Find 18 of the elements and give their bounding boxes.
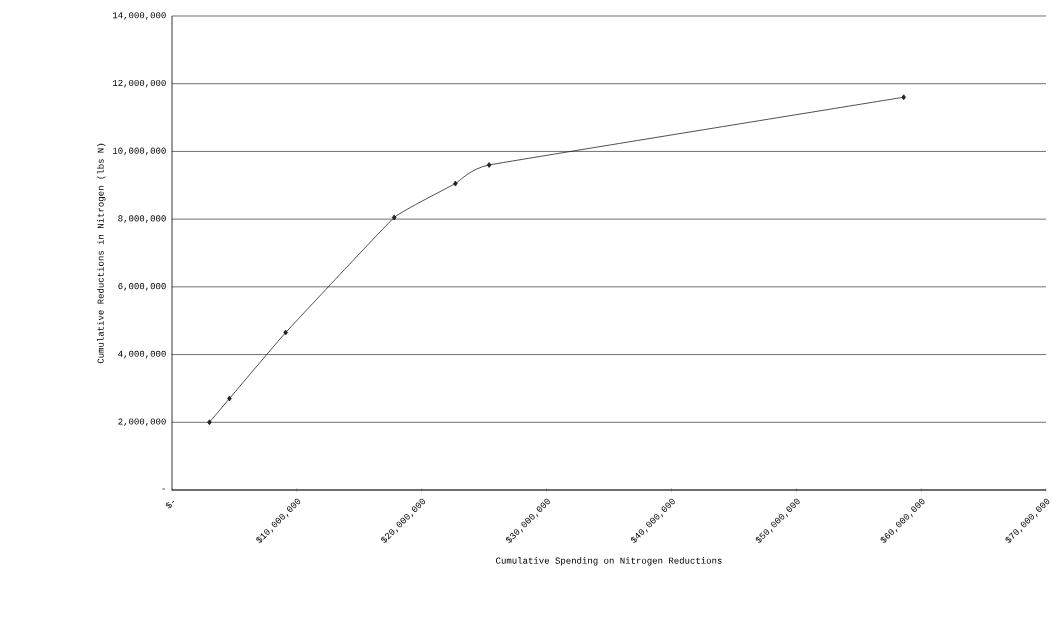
y-tick-label: 14,000,000 [112,12,166,20]
y-axis-title: Cumulative Reductions in Nitrogen (lbs N) [97,143,106,364]
point [207,419,212,426]
point [486,162,492,168]
point [283,329,288,336]
y-tick-label: 10,000,000 [112,147,166,156]
y-tick-label: 6,000,000 [118,283,166,291]
point [453,180,458,187]
y-tick-label: - [162,488,165,490]
y-tick-label: 8,000,000 [118,215,166,223]
x-tick-label: $- [165,500,175,509]
point [391,214,397,221]
x-axis-title: Cumulative Spending on Nitrogen Reductions [496,557,722,566]
y-tick-label: 2,000,000 [118,418,166,427]
point [227,395,232,402]
point [901,94,906,101]
y-tick-label: 12,000,000 [112,79,166,88]
y-tick-label: 4,000,000 [118,350,166,359]
